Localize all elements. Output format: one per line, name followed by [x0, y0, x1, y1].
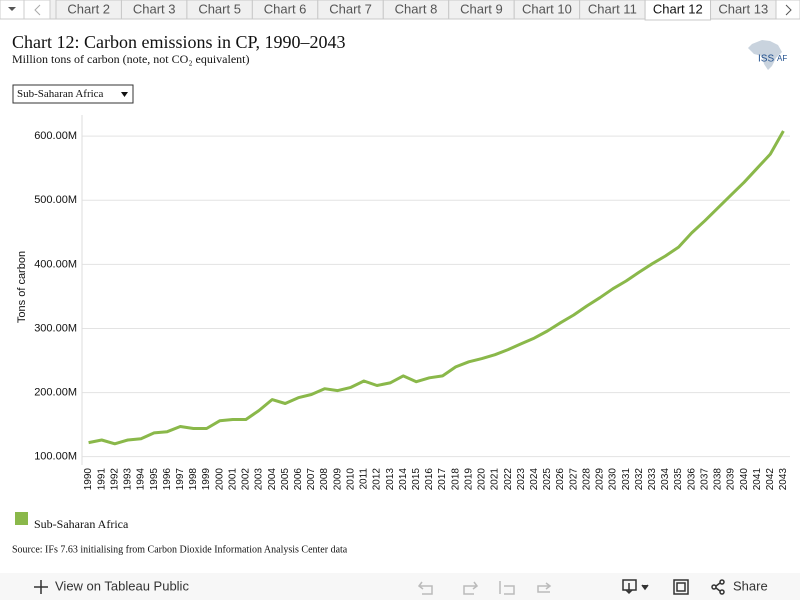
chart-subtitle: Million tons of carbon (note, not CO₂ eq…	[12, 52, 249, 66]
x-tick-label: 2026	[555, 468, 566, 491]
source-note: Source: IFs 7.63 initialising from Carbo…	[12, 544, 348, 555]
tab-label: Chart 8	[395, 1, 438, 16]
y-tick-label: 300.00M	[34, 322, 77, 334]
x-tick-label: 2004	[267, 468, 278, 491]
x-tick-label: 2009	[332, 468, 343, 491]
view-on-tableau[interactable]: View on Tableau Public	[55, 578, 189, 593]
x-tick-label: 2015	[411, 468, 422, 491]
logo-iss: ISS	[758, 54, 774, 65]
tab-label: Chart 6	[264, 1, 307, 16]
x-tick-label: 2023	[516, 468, 527, 491]
x-tick-label: 2010	[345, 468, 356, 491]
x-tick-label: 2013	[385, 468, 396, 491]
x-tick-label: 1998	[188, 468, 199, 491]
x-tick-label: 1994	[136, 468, 147, 491]
y-axis-label: Tons of carbon	[16, 251, 28, 323]
plot: 100.00M 200.00M 300.00M 400.00M 500.00M 600.0…	[34, 115, 790, 490]
x-tick-label: 2040	[739, 468, 750, 491]
region-dropdown[interactable]	[12, 84, 134, 104]
x-tick-label: 1999	[201, 468, 212, 491]
x-tick-label: 2038	[713, 468, 724, 491]
tab-label: Chart 3	[133, 1, 176, 16]
dropdown-value: Sub-Saharan Africa	[17, 88, 104, 100]
tab-prev[interactable]	[23, 0, 51, 20]
x-tick-label: 2039	[726, 468, 737, 491]
y-tick-label: 400.00M	[34, 258, 77, 270]
x-tick-label: 1996	[162, 468, 173, 491]
x-tick-label: 2024	[529, 468, 540, 491]
tab-label: Chart 10	[522, 1, 572, 16]
x-tick-label: 2005	[280, 468, 291, 491]
share-button[interactable]: Share	[733, 578, 768, 593]
tab-next[interactable]	[775, 0, 800, 20]
x-tick-label: 1993	[123, 468, 134, 491]
tab-label: Chart 5	[198, 1, 241, 16]
x-tick-label: 2030	[608, 468, 619, 491]
x-tick-label: 2018	[450, 468, 461, 491]
x-tick-label: 2002	[241, 468, 252, 491]
x-tick-label: 2014	[398, 468, 409, 491]
x-tick-label: 2016	[424, 468, 435, 491]
history-icons	[417, 581, 552, 595]
toolbar	[0, 573, 800, 600]
y-tick-label: 500.00M	[34, 194, 77, 206]
x-tick-label: 2008	[319, 468, 330, 491]
tableau-icon	[34, 580, 48, 594]
y-tick-label: 200.00M	[34, 386, 77, 398]
chart-title: Chart 12: Carbon emissions in CP, 1990–2…	[12, 32, 346, 52]
legend-swatch	[15, 512, 28, 525]
tab[interactable]	[710, 0, 777, 20]
tab-menu-icon	[8, 7, 16, 11]
x-tick-label: 1990	[83, 468, 94, 491]
legend-label: Sub-Saharan Africa	[34, 517, 129, 531]
x-tick-label: 1997	[175, 468, 186, 491]
x-tick-label: 2022	[503, 468, 514, 491]
dropdown-arrow	[121, 92, 128, 97]
tab-label: Chart 13	[718, 1, 768, 16]
x-tick-label: 2043	[778, 468, 789, 491]
tab-label: Chart 2	[67, 1, 110, 16]
x-tick-label: 2036	[686, 468, 697, 491]
tab-label: Chart 9	[460, 1, 503, 16]
tabs: Chart 2 Chart 3 Chart 5 Chart 6 Chart 7 Chart…	[55, 0, 777, 21]
logo-af: AF	[777, 54, 787, 63]
x-tick-label: 2028	[581, 468, 592, 491]
tab-next-icon	[785, 4, 792, 16]
x-tick-label: 2006	[293, 468, 304, 491]
tab-label: Chart 11	[588, 1, 637, 16]
x-tick-label: 2019	[463, 468, 474, 491]
x-tick-label: 2032	[634, 468, 645, 491]
x-tick-label: 2027	[568, 468, 579, 491]
x-tick-label: 2012	[372, 468, 383, 491]
x-tick-label: 1992	[109, 468, 120, 491]
x-tick-label: 2029	[595, 468, 606, 491]
tab-label: Chart 7	[329, 1, 372, 16]
x-tick-label: 2021	[490, 468, 501, 491]
x-tick-label: 2001	[227, 468, 238, 491]
tab-prev-icon	[34, 4, 41, 16]
x-tick-label: 2020	[477, 468, 488, 491]
x-tick-label: 1991	[96, 468, 107, 491]
x-tick-label: 2017	[437, 468, 448, 491]
x-tick-label: 2031	[621, 468, 632, 491]
x-tick-label: 1995	[149, 468, 160, 491]
x-tick-label: 2042	[765, 468, 776, 491]
series-line	[88, 130, 785, 446]
x-tick-label: 2035	[673, 468, 684, 491]
tab-label: Chart 12	[653, 1, 703, 16]
y-tick-label: 100.00M	[34, 451, 77, 463]
y-tick-label: 600.00M	[34, 130, 77, 142]
x-tick-label: 2034	[660, 468, 671, 491]
x-tick-label: 2007	[306, 468, 317, 491]
x-tick-label: 2003	[254, 468, 265, 491]
logo-map	[748, 40, 782, 70]
x-tick-label: 2011	[359, 468, 370, 490]
tool-icons	[622, 579, 725, 595]
x-tick-label: 2025	[542, 468, 553, 491]
x-tick-label: 2033	[647, 468, 658, 491]
x-tick-label: 2041	[752, 468, 763, 491]
x-tick-label: 2000	[214, 468, 225, 491]
x-tick-label: 2037	[699, 468, 710, 491]
